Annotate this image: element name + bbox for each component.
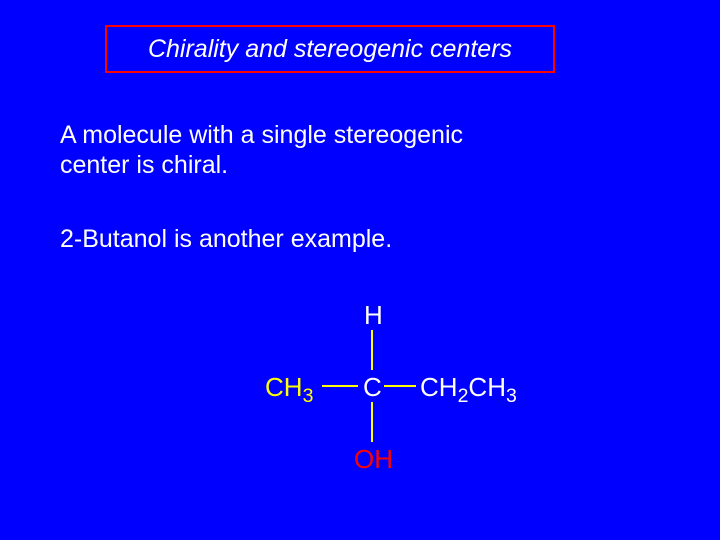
bond-top (371, 330, 373, 370)
title-box: Chirality and stereogenic centers (105, 25, 555, 73)
ch3-left-main: CH (265, 372, 303, 402)
bond-left (322, 385, 358, 387)
atom-ch2ch3-right: CH2CH3 (420, 372, 517, 403)
title-text: Chirality and stereogenic centers (148, 35, 512, 63)
ch2-sub: 2 (458, 385, 469, 407)
bond-right (384, 385, 416, 387)
atom-h: H (364, 300, 383, 331)
ch3-right-sub: 3 (506, 385, 517, 407)
ch2-main: CH (420, 372, 458, 402)
paragraph-1-line-2: center is chiral. (60, 150, 463, 180)
bond-bottom (371, 402, 373, 442)
ch3-right-main: CH (468, 372, 506, 402)
ch3-left-sub: 3 (303, 385, 314, 407)
atom-oh: OH (354, 444, 393, 475)
paragraph-1: A molecule with a single stereogenic cen… (60, 120, 463, 180)
molecule-structure: H C CH3 CH2CH3 OH (240, 300, 540, 480)
paragraph-2: 2-Butanol is another example. (60, 225, 392, 254)
slide: Chirality and stereogenic centers A mole… (0, 0, 720, 540)
paragraph-1-line-1: A molecule with a single stereogenic (60, 120, 463, 150)
atom-c-center: C (363, 372, 382, 403)
atom-ch3-left: CH3 (265, 372, 313, 403)
